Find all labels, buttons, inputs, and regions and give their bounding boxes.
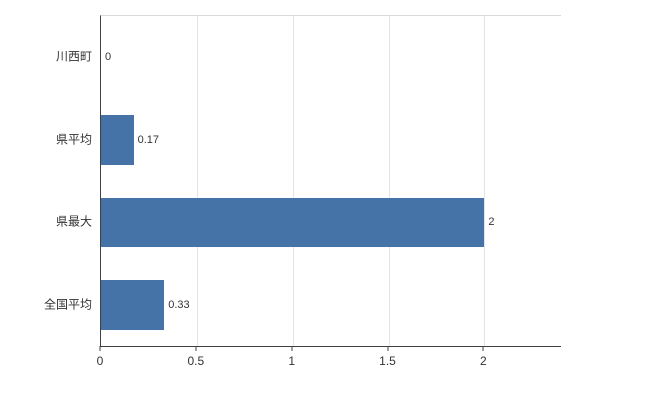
gridline bbox=[388, 16, 390, 346]
x-axis-tick bbox=[482, 346, 484, 351]
x-axis: 0 0.5 1 1.5 2 bbox=[96, 346, 560, 376]
bar-value-label: 2 bbox=[488, 216, 495, 229]
gridline bbox=[196, 16, 198, 346]
gridline bbox=[484, 16, 486, 346]
category-label: 県最大 bbox=[55, 214, 92, 229]
x-axis-tick-label: 1 bbox=[288, 354, 295, 368]
bar bbox=[101, 115, 134, 165]
bar-row: 0 bbox=[101, 33, 561, 83]
x-axis-tick-label: 0 bbox=[96, 354, 104, 368]
x-axis-tick-label: 1.5 bbox=[379, 354, 396, 368]
bar-row: 0.17 bbox=[101, 115, 561, 165]
x-axis-tick bbox=[291, 346, 293, 351]
x-axis-tick bbox=[99, 346, 101, 351]
bar-value-label: 0.33 bbox=[168, 298, 190, 311]
category-label: 川西町 bbox=[55, 49, 92, 64]
x-axis-tick-label: 0.5 bbox=[187, 354, 205, 368]
category-label: 全国平均 bbox=[43, 297, 92, 312]
bar-row: 0.33 bbox=[101, 280, 561, 330]
x-axis-tick bbox=[195, 346, 197, 351]
gridline bbox=[292, 16, 294, 346]
plot-area: 0 0.17 2 0.33 bbox=[100, 15, 561, 347]
bar-value-label: 0 bbox=[105, 51, 112, 64]
bar-value-label: 0.17 bbox=[137, 133, 159, 146]
x-axis-tick bbox=[387, 346, 388, 351]
category-label: 県平均 bbox=[55, 132, 92, 147]
bar bbox=[101, 280, 165, 330]
x-axis-tick-label: 2 bbox=[479, 354, 487, 368]
bar bbox=[101, 197, 485, 247]
y-axis-category-labels: 川西町県平均県最大全国平均 bbox=[0, 15, 92, 345]
bar-row: 2 bbox=[101, 197, 561, 247]
